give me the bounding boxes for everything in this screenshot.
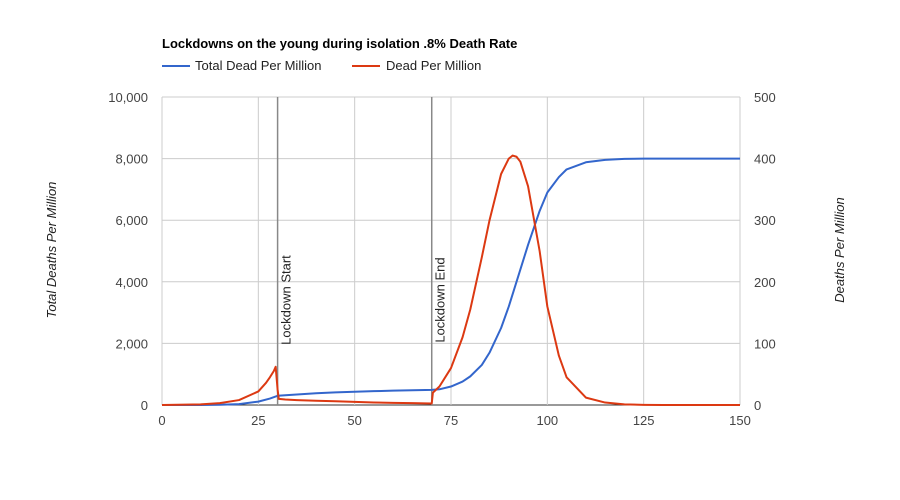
gridlines <box>161 96 741 406</box>
y-left-axis-title: Total Deaths Per Million <box>44 182 59 319</box>
y-right-axis-title: Deaths Per Million <box>832 197 847 303</box>
annotation-label: Lockdown End <box>433 257 448 342</box>
y-right-tick-label: 400 <box>754 152 776 167</box>
annotation-label: Lockdown Start <box>279 255 294 345</box>
annotations: Lockdown Start Lockdown End <box>276 97 448 405</box>
legend-label-daily: Dead Per Million <box>386 58 481 73</box>
series-line-dead-per-million <box>161 154 740 406</box>
axis-labels: 0 2,000 4,000 6,000 8,000 10,000 0 100 200 300 400… <box>108 90 775 428</box>
x-tick-label: 150 <box>729 413 751 428</box>
y-right-tick-label: 200 <box>754 275 776 290</box>
y-left-tick-label: 0 <box>141 398 148 413</box>
y-left-tick-label: 2,000 <box>115 336 148 351</box>
y-right-tick-label: 300 <box>754 213 776 228</box>
y-left-tick-label: 8,000 <box>115 152 148 167</box>
series-line-total-dead <box>161 157 740 406</box>
y-right-tick-label: 100 <box>754 336 776 351</box>
x-tick-label: 75 <box>444 413 458 428</box>
x-tick-label: 50 <box>347 413 361 428</box>
x-tick-label: 125 <box>633 413 655 428</box>
x-tick-label: 100 <box>536 413 558 428</box>
y-right-tick-label: 500 <box>754 90 776 105</box>
y-left-tick-label: 4,000 <box>115 275 148 290</box>
x-tick-label: 25 <box>251 413 265 428</box>
chart-title: Lockdowns on the young during isolation … <box>162 36 517 51</box>
legend: Total Dead Per Million Dead Per Million <box>162 58 481 73</box>
y-left-tick-label: 6,000 <box>115 213 148 228</box>
y-right-tick-label: 0 <box>754 398 761 413</box>
legend-label-total: Total Dead Per Million <box>195 58 321 73</box>
x-tick-label: 0 <box>158 413 165 428</box>
series-lines <box>161 154 740 406</box>
y-left-tick-label: 10,000 <box>108 90 148 105</box>
